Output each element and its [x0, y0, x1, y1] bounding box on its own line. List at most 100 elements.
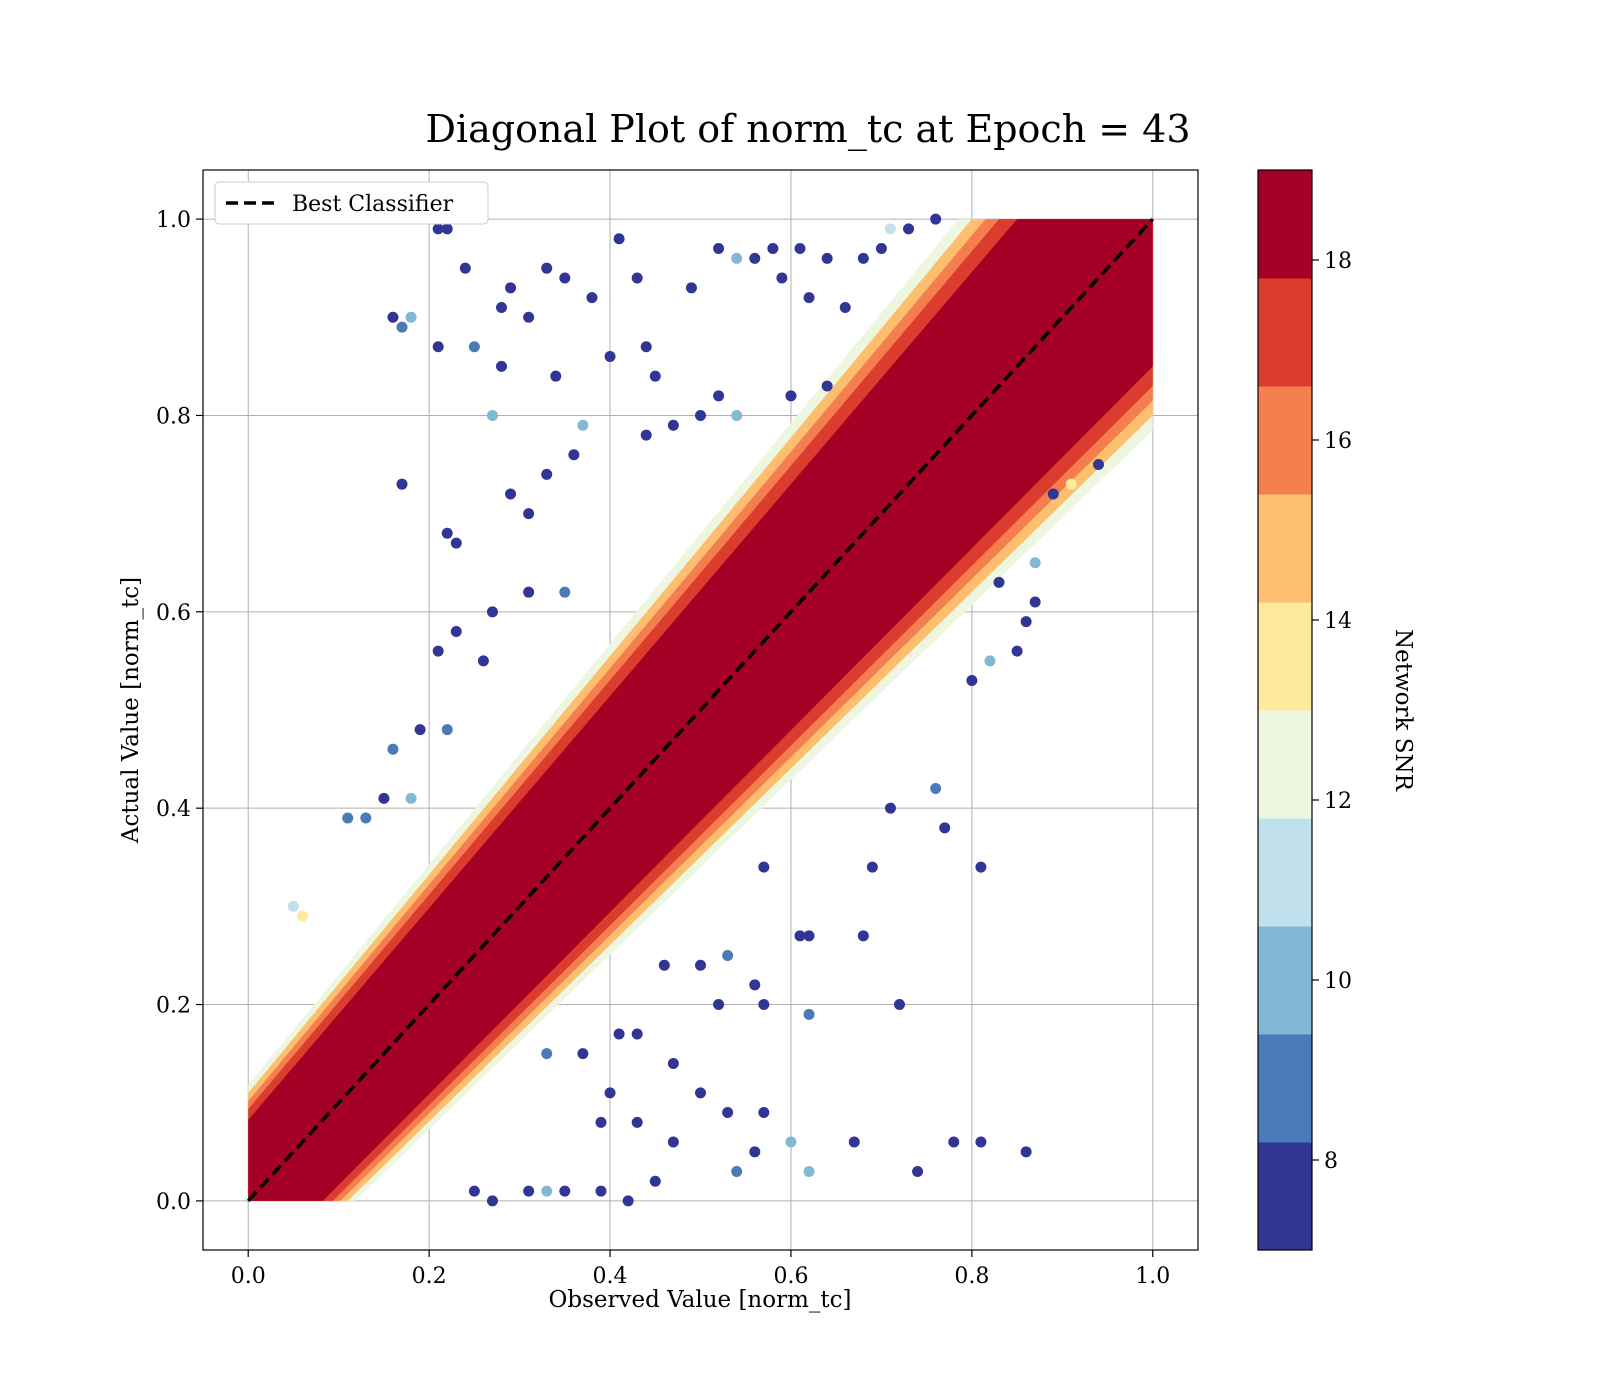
scatter-point [523, 586, 535, 598]
scatter-point [776, 272, 788, 284]
scatter-point [695, 409, 706, 421]
scatter-point [794, 243, 806, 255]
scatter-point [912, 1165, 924, 1177]
scatter-point [559, 272, 571, 284]
scatter-point [468, 341, 480, 353]
scatter-point [405, 311, 417, 323]
scatter-point [667, 419, 679, 431]
legend: Best Classifier [214, 181, 489, 225]
x-tick-label: 1.0 [1135, 1264, 1170, 1289]
scatter-point [695, 1087, 706, 1099]
x-tick-label: 0.0 [231, 1264, 266, 1289]
scatter-point [749, 1146, 761, 1158]
scatter-point [459, 262, 471, 274]
scatter-point [821, 252, 833, 264]
scatter-point [667, 1057, 679, 1069]
scatter-point [731, 252, 743, 264]
scatter-point [803, 292, 815, 304]
y-tick-label: 0.0 [156, 1190, 191, 1215]
scatter-point [803, 1008, 815, 1020]
scatter-point [360, 812, 372, 824]
x-axis-ticks: 0.0 0.2 0.4 0.6 0.8 1.0 [231, 1250, 1170, 1289]
scatter-points [287, 213, 1104, 1207]
scatter-point [559, 1185, 571, 1197]
scatter-point [821, 380, 833, 392]
scatter-point [1011, 645, 1023, 657]
scatter-point [1093, 459, 1104, 471]
x-tick-label: 0.4 [593, 1264, 628, 1289]
scatter-point [486, 1195, 498, 1207]
scatter-point [541, 468, 553, 480]
y-tick-label: 1.0 [156, 208, 191, 233]
scatter-point [749, 252, 761, 264]
scatter-point [468, 1185, 480, 1197]
scatter-point [785, 390, 797, 402]
scatter-point [496, 360, 507, 372]
scatter-point [631, 272, 643, 284]
y-tick-label: 0.2 [156, 994, 191, 1019]
colorbar-tick-label: 16 [1324, 429, 1352, 454]
scatter-point [894, 999, 905, 1011]
scatter-point [794, 930, 806, 942]
scatter-point [432, 223, 444, 235]
colorbar-tick-label: 18 [1324, 249, 1352, 274]
scatter-point [523, 311, 535, 323]
colorbar-tick-label: 10 [1324, 969, 1352, 994]
scatter-point [857, 930, 869, 942]
colorbar-bin [1258, 170, 1312, 279]
scatter-point [1065, 478, 1077, 490]
scatter-point [1029, 596, 1041, 608]
scatter-point [984, 655, 996, 667]
scatter-point [722, 1107, 734, 1119]
x-tick-label: 0.2 [412, 1264, 447, 1289]
legend-box [214, 181, 489, 225]
scatter-point [577, 1048, 589, 1060]
scatter-point [658, 959, 670, 971]
scatter-point [731, 1165, 743, 1177]
scatter-point [523, 1185, 535, 1197]
scatter-point [884, 223, 896, 235]
y-tick-label: 0.4 [156, 797, 191, 822]
colorbar-tick-label: 8 [1324, 1149, 1338, 1174]
scatter-point [441, 223, 453, 235]
scatter-point [387, 743, 399, 755]
scatter-point [857, 252, 869, 264]
scatter-point [731, 409, 743, 421]
scatter-point [640, 429, 652, 441]
scatter-point [496, 301, 507, 313]
scatter-point [785, 1136, 797, 1148]
scatter-point [450, 537, 462, 549]
scatter-point [948, 1136, 960, 1148]
scatter-point [884, 802, 896, 814]
colorbar-bin [1258, 926, 1312, 1035]
scatter-point [486, 606, 498, 618]
colorbar-bin [1258, 818, 1312, 927]
scatter-point [396, 478, 408, 490]
scatter-point [758, 1107, 770, 1119]
scatter-point [640, 341, 652, 353]
scatter-point [875, 243, 887, 255]
scatter-point [758, 999, 770, 1011]
x-tick-label: 0.8 [954, 1264, 989, 1289]
y-axis-label: Actual Value [norm_tc] [118, 577, 144, 844]
scatter-point [975, 861, 987, 873]
scatter-point [450, 625, 462, 637]
colorbar-bin [1258, 494, 1312, 603]
scatter-point [993, 576, 1005, 588]
colorbar-bin [1258, 602, 1312, 711]
x-tick-label: 0.6 [773, 1264, 808, 1289]
scatter-point [613, 233, 625, 245]
scatter-point [505, 282, 517, 294]
scatter-point [839, 301, 851, 313]
scatter-point [649, 370, 661, 382]
scatter-point [441, 527, 453, 539]
scatter-point [441, 724, 453, 736]
scatter-point [803, 930, 815, 942]
scatter-point [930, 783, 942, 795]
scatter-point [414, 724, 426, 736]
scatter-point [387, 311, 399, 323]
scatter-point [695, 959, 706, 971]
scatter-point [1029, 557, 1041, 569]
scatter-point [577, 419, 589, 431]
colorbar-bin [1258, 278, 1312, 387]
